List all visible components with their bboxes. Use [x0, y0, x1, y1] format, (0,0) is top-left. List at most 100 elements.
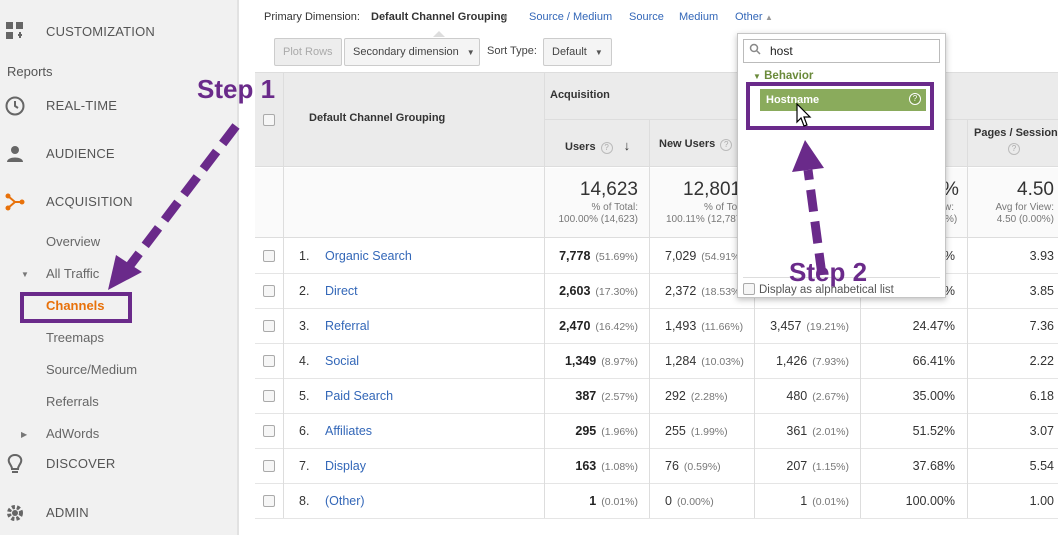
new-users-value: 292: [665, 389, 686, 403]
table-row: 1. Organic Search 7,778 (51.69%) 7,029 (54.91…: [255, 239, 1058, 274]
new-users-cell: 7,029 (54.91%): [665, 249, 744, 263]
col-new-users-label: New Users: [659, 138, 716, 150]
col-users[interactable]: Users? ↓: [565, 138, 630, 154]
sessions-cell: 361 (2.01%): [786, 424, 849, 438]
reports-heading: Reports: [7, 64, 53, 79]
dimension-default-channel-grouping[interactable]: Default Channel Grouping: [371, 11, 508, 23]
users-value: 1,349: [564, 354, 597, 368]
total-pages-sub1: Avg for View:: [995, 202, 1054, 213]
alphabetical-label: Display as alphabetical list: [759, 284, 894, 296]
dimension-search-input[interactable]: host: [743, 39, 940, 63]
new-users-cell: 255 (1.99%): [665, 424, 728, 438]
new-users-pct: (18.53%): [701, 286, 744, 298]
new-users-pct: (0.59%): [683, 461, 721, 473]
sort-type-select[interactable]: Default ▼: [543, 38, 612, 66]
dimension-source[interactable]: Source: [629, 11, 664, 23]
pages-cell: 5.54: [1029, 459, 1054, 473]
help-icon[interactable]: ?: [720, 139, 733, 151]
help-icon[interactable]: ?: [909, 93, 921, 105]
group-acquisition: Acquisition: [550, 89, 610, 101]
sessions-pct: (1.15%): [812, 461, 849, 473]
sidebar-item-source-medium[interactable]: Source/Medium: [46, 362, 138, 377]
col-divider: [649, 120, 650, 518]
select-all-checkbox[interactable]: [263, 114, 275, 126]
help-icon[interactable]: ?: [1008, 143, 1020, 155]
new-users-cell: 2,372 (18.53%): [665, 284, 744, 298]
users-value: 387: [575, 389, 597, 403]
total-pages: 4.50: [1017, 179, 1054, 200]
channel-link[interactable]: Paid Search: [325, 389, 394, 403]
row-checkbox[interactable]: [263, 495, 275, 507]
channel-link[interactable]: Display: [325, 459, 366, 473]
new-users-cell: 76 (0.59%): [665, 459, 721, 473]
gear-icon: [4, 502, 26, 524]
pages-cell: 2.22: [1029, 354, 1054, 368]
sessions-value: 1: [800, 494, 808, 508]
new-users-value: 76: [665, 459, 679, 473]
sessions-cell: 3,457 (19.21%): [770, 319, 849, 333]
plot-rows-button[interactable]: Plot Rows: [274, 38, 342, 66]
alphabetical-checkbox[interactable]: [743, 283, 755, 295]
sidebar-item-all-traffic[interactable]: All Traffic: [46, 266, 100, 281]
pages-cell: 3.07: [1029, 424, 1054, 438]
dropdown-item-hostname[interactable]: Hostname ?: [760, 89, 926, 111]
channel-link[interactable]: Social: [325, 354, 360, 368]
channel-link[interactable]: Referral: [325, 319, 370, 333]
lightbulb-icon: [4, 453, 26, 475]
row-checkbox[interactable]: [263, 460, 275, 472]
dimension-medium[interactable]: Medium: [679, 11, 719, 23]
total-new-users-sub2: 100.11% (12,787): [666, 214, 745, 225]
row-checkbox[interactable]: [263, 250, 275, 262]
col-pages-label: Pages / Session: [974, 127, 1058, 139]
row-checkbox[interactable]: [263, 320, 275, 332]
total-bounce-partial: %: [942, 179, 959, 200]
channel-link[interactable]: Organic Search: [325, 249, 412, 263]
new-users-pct: (1.99%): [690, 426, 728, 438]
sidebar-item-treemaps[interactable]: Treemaps: [46, 330, 105, 345]
help-icon[interactable]: ?: [600, 142, 613, 154]
table-row: 7. Display 163 (1.08%) 76 (0.59%) 207 (1.15%) 37…: [255, 449, 1058, 484]
channel-link[interactable]: Direct: [325, 284, 358, 298]
row-checkbox[interactable]: [263, 425, 275, 437]
pages-cell: 3.93: [1029, 249, 1054, 263]
col-pages-per-session[interactable]: Pages / Session ?: [974, 127, 1058, 155]
col-new-users[interactable]: New Users?: [659, 138, 733, 151]
row-checkbox[interactable]: [263, 355, 275, 367]
active-dimension-pointer: [433, 31, 445, 37]
sidebar-item-channels[interactable]: Channels: [46, 298, 105, 313]
users-pct: (8.97%): [601, 356, 638, 368]
row-checkbox[interactable]: [263, 285, 275, 297]
alphabetical-list-option[interactable]: Display as alphabetical list: [743, 283, 894, 296]
secondary-dimension-select[interactable]: Secondary dimension ▼: [344, 38, 480, 66]
sessions-cell: 207 (1.15%): [786, 459, 849, 473]
row-checkbox[interactable]: [263, 390, 275, 402]
bounce-cell: 37.68%: [912, 459, 955, 473]
sessions-pct: (2.67%): [812, 391, 849, 403]
sessions-value: 207: [786, 459, 808, 473]
users-value: 295: [575, 424, 597, 438]
dropdown-group-label: Behavior: [764, 70, 814, 82]
sidebar-item-referrals[interactable]: Referrals: [46, 394, 99, 409]
chevron-down-icon: ▼: [501, 13, 509, 22]
new-users-value: 0: [665, 494, 672, 508]
channel-link[interactable]: Affiliates: [325, 424, 373, 438]
users-pct: (0.01%): [601, 496, 638, 508]
sort-type-value: Default: [552, 46, 587, 58]
users-value: 163: [575, 459, 597, 473]
dropdown-group-behavior[interactable]: ▼ Behavior: [753, 70, 813, 82]
col-default-channel-grouping[interactable]: Default Channel Grouping: [309, 112, 446, 124]
clock-icon: [4, 95, 26, 117]
pages-cell: 6.18: [1029, 389, 1054, 403]
row-index: 7.: [299, 459, 310, 473]
bounce-cell: 100.00%: [905, 494, 955, 508]
dimension-source-medium[interactable]: Source / Medium: [529, 11, 613, 23]
pages-cell: 3.85: [1029, 284, 1054, 298]
sidebar-item-overview[interactable]: Overview: [46, 234, 101, 249]
sessions-cell: 1,426 (7.93%): [776, 354, 849, 368]
users-pct: (51.69%): [595, 251, 638, 263]
dimension-other[interactable]: Other: [735, 11, 763, 23]
bounce-cell: 35.00%: [912, 389, 955, 403]
users-cell: 2,603 (17.30%): [559, 284, 638, 298]
channel-link[interactable]: (Other): [325, 494, 365, 508]
sidebar-item-adwords[interactable]: AdWords: [46, 426, 100, 441]
